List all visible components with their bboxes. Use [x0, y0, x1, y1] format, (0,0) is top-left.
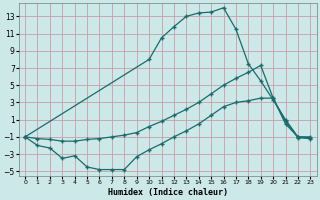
X-axis label: Humidex (Indice chaleur): Humidex (Indice chaleur)	[108, 188, 228, 197]
